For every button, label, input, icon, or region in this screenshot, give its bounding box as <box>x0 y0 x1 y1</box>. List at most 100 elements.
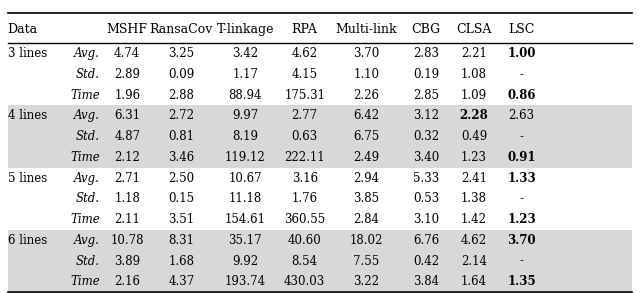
Text: 8.19: 8.19 <box>232 130 258 143</box>
Text: 2.88: 2.88 <box>168 88 195 102</box>
Text: Data: Data <box>8 23 38 36</box>
Text: 3.70: 3.70 <box>353 47 380 60</box>
Text: Avg.: Avg. <box>74 47 100 60</box>
Text: 5 lines: 5 lines <box>8 171 47 185</box>
Text: 1.64: 1.64 <box>461 275 487 288</box>
Bar <box>8 230 632 251</box>
Text: 3.84: 3.84 <box>413 275 439 288</box>
Text: 154.61: 154.61 <box>225 213 266 226</box>
Text: 9.97: 9.97 <box>232 109 259 122</box>
Text: 6.75: 6.75 <box>353 130 380 143</box>
Text: 1.68: 1.68 <box>168 255 195 268</box>
Text: 1.23: 1.23 <box>508 213 536 226</box>
Text: 10.67: 10.67 <box>228 171 262 185</box>
Text: CBG: CBG <box>412 23 441 36</box>
Text: 3.22: 3.22 <box>353 275 380 288</box>
Text: 6.31: 6.31 <box>114 109 140 122</box>
Text: 3.10: 3.10 <box>413 213 439 226</box>
Text: 2.12: 2.12 <box>115 151 140 164</box>
Text: 0.49: 0.49 <box>461 130 487 143</box>
Text: 2.21: 2.21 <box>461 47 487 60</box>
Text: 5.33: 5.33 <box>413 171 439 185</box>
Text: 3.70: 3.70 <box>508 234 536 247</box>
Text: 0.42: 0.42 <box>413 255 439 268</box>
Text: 1.09: 1.09 <box>461 88 487 102</box>
Text: 2.50: 2.50 <box>168 171 195 185</box>
Text: LSC: LSC <box>509 23 535 36</box>
Text: 4.62: 4.62 <box>292 47 318 60</box>
Text: 6.42: 6.42 <box>353 109 380 122</box>
Text: 40.60: 40.60 <box>288 234 321 247</box>
Text: 1.00: 1.00 <box>508 47 536 60</box>
Text: -: - <box>520 255 524 268</box>
Text: 2.85: 2.85 <box>413 88 439 102</box>
Text: 3.42: 3.42 <box>232 47 258 60</box>
Text: 0.86: 0.86 <box>508 88 536 102</box>
Bar <box>8 147 632 168</box>
Text: 0.09: 0.09 <box>168 68 195 81</box>
Text: 2.63: 2.63 <box>509 109 535 122</box>
Text: 3.89: 3.89 <box>114 255 140 268</box>
Text: Time: Time <box>70 151 100 164</box>
Text: 2.72: 2.72 <box>168 109 195 122</box>
Text: 1.17: 1.17 <box>232 68 258 81</box>
Text: 2.26: 2.26 <box>353 88 380 102</box>
Text: 3.85: 3.85 <box>353 192 380 205</box>
Text: 3.16: 3.16 <box>292 171 318 185</box>
Text: Avg.: Avg. <box>74 109 100 122</box>
Text: 4 lines: 4 lines <box>8 109 47 122</box>
Text: 4.15: 4.15 <box>292 68 318 81</box>
Text: 1.10: 1.10 <box>353 68 380 81</box>
Text: 18.02: 18.02 <box>350 234 383 247</box>
Text: 2.16: 2.16 <box>115 275 140 288</box>
Text: Std.: Std. <box>76 68 100 81</box>
Text: 2.11: 2.11 <box>115 213 140 226</box>
Text: 10.78: 10.78 <box>111 234 144 247</box>
Text: 360.55: 360.55 <box>284 213 325 226</box>
Text: 6.76: 6.76 <box>413 234 439 247</box>
Text: 0.32: 0.32 <box>413 130 439 143</box>
Text: 4.37: 4.37 <box>168 275 195 288</box>
Text: 0.15: 0.15 <box>168 192 195 205</box>
Text: 3.40: 3.40 <box>413 151 439 164</box>
Text: Avg.: Avg. <box>74 171 100 185</box>
Text: T-linkage: T-linkage <box>216 23 274 36</box>
Text: 3 lines: 3 lines <box>8 47 47 60</box>
Text: Std.: Std. <box>76 192 100 205</box>
Text: RansaCov: RansaCov <box>150 23 213 36</box>
Bar <box>8 251 632 271</box>
Text: 2.89: 2.89 <box>115 68 140 81</box>
Text: 2.49: 2.49 <box>353 151 380 164</box>
Text: 4.74: 4.74 <box>114 47 140 60</box>
Text: 6 lines: 6 lines <box>8 234 47 247</box>
Text: Std.: Std. <box>76 130 100 143</box>
Text: 2.83: 2.83 <box>413 47 439 60</box>
Text: 3.12: 3.12 <box>413 109 439 122</box>
Text: Avg.: Avg. <box>74 234 100 247</box>
Text: 2.71: 2.71 <box>115 171 140 185</box>
Text: 1.96: 1.96 <box>114 88 140 102</box>
Bar <box>8 126 632 147</box>
Text: 193.74: 193.74 <box>225 275 266 288</box>
Text: 0.63: 0.63 <box>292 130 318 143</box>
Text: Time: Time <box>70 88 100 102</box>
Text: 1.33: 1.33 <box>508 171 536 185</box>
Text: 0.19: 0.19 <box>413 68 439 81</box>
Text: 3.46: 3.46 <box>168 151 195 164</box>
Text: 430.03: 430.03 <box>284 275 325 288</box>
Text: 1.76: 1.76 <box>292 192 318 205</box>
Text: 222.11: 222.11 <box>284 151 325 164</box>
Bar <box>8 271 632 292</box>
Text: 1.35: 1.35 <box>508 275 536 288</box>
Text: 35.17: 35.17 <box>228 234 262 247</box>
Text: CLSA: CLSA <box>456 23 492 36</box>
Text: 8.31: 8.31 <box>168 234 195 247</box>
Text: 0.53: 0.53 <box>413 192 439 205</box>
Text: RPA: RPA <box>292 23 317 36</box>
Text: 4.87: 4.87 <box>114 130 140 143</box>
Text: 11.18: 11.18 <box>228 192 262 205</box>
Text: 1.42: 1.42 <box>461 213 487 226</box>
Text: 3.25: 3.25 <box>168 47 195 60</box>
Text: -: - <box>520 130 524 143</box>
Text: -: - <box>520 192 524 205</box>
